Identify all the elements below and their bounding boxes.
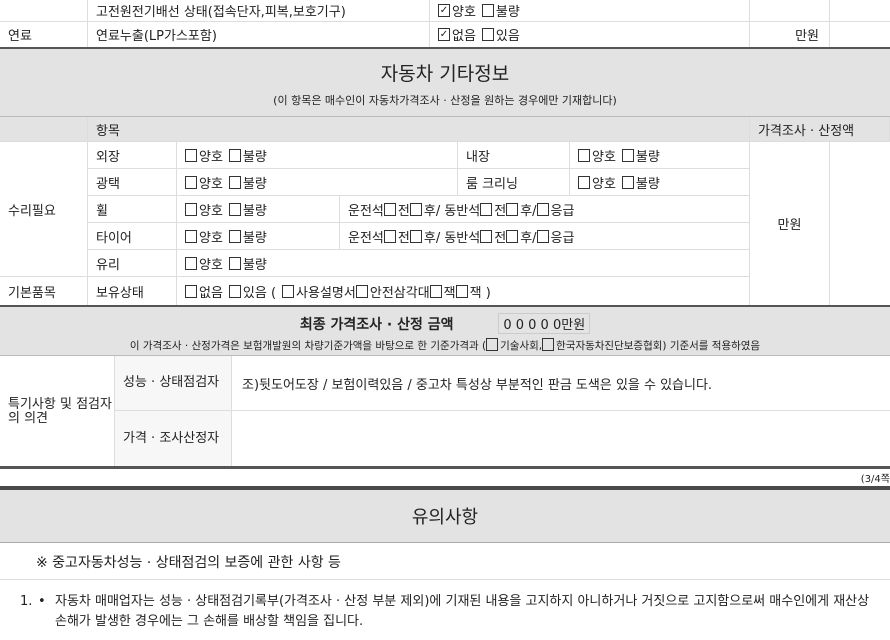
checkbox[interactable] <box>185 202 197 216</box>
label-room-cleaning: 룸 크리닝 <box>458 169 570 195</box>
checkbox[interactable] <box>355 284 368 298</box>
final-title: 최종 가격조사 · 산정 금액 <box>299 317 454 333</box>
label-tire: 타이어 <box>88 223 177 249</box>
label-glass: 유리 <box>88 250 177 276</box>
final-note: 이 가격조사 · 산정가격은 보험개발원의 차량기준가액을 바탕으로 한 기준가… <box>129 340 487 352</box>
header-price: 가격조사 · 산정액 <box>750 117 890 141</box>
table-header: 항목 가격조사 · 산정액 <box>0 117 890 142</box>
row-possession: 보유상태 없음 있음 (사용설명서 안전삼각대 잭 잭 ) <box>88 277 750 305</box>
checkbox[interactable] <box>383 229 396 243</box>
table-row: 연료 연료누출(LP가스포함) ✓ 없음 있음 만원 <box>0 22 890 48</box>
row-tire: 타이어 양호 불량 운전석 전 후/ 동반석 전 후/응급 <box>88 223 750 250</box>
final-amount-field[interactable]: 0 0 0 0 0만원 <box>498 313 591 334</box>
checkbox[interactable] <box>383 202 396 216</box>
final-amount-section: 최종 가격조사 · 산정 금액 0 0 0 0 0만원 이 가격조사 · 산정가… <box>0 307 890 356</box>
checkbox[interactable] <box>409 229 422 243</box>
checkbox-kadia[interactable] <box>542 338 555 351</box>
checkbox[interactable] <box>578 175 590 189</box>
section-header: 자동차 기타정보 (이 항목은 매수인이 자동차가격조사 · 산정을 원하는 경… <box>0 49 890 117</box>
tire-detail: 운전석 전 후/ 동반석 전 후/응급 <box>340 223 750 249</box>
option-group: ✓ 양호 불량 <box>430 0 750 21</box>
row-wheel: 휠 양호 불량 운전석 전 후/ 동반석 전 후/응급 <box>88 196 750 223</box>
checkbox[interactable] <box>429 284 442 298</box>
row-inspector: 성능 · 상태점검자 조)뒷도어도장 / 보험이력있음 / 중고차 특성상 부분… <box>115 356 890 411</box>
label-exterior: 외장 <box>88 142 177 168</box>
checkbox[interactable] <box>228 175 241 189</box>
checkbox[interactable] <box>621 148 634 162</box>
price-unit: 만원 <box>750 22 830 47</box>
notice-title: 유의사항 <box>0 490 890 543</box>
checkbox[interactable] <box>185 148 197 162</box>
section-subtitle: (이 항목은 매수인이 자동차가격조사 · 산정을 원하는 경우에만 기재합니다… <box>273 94 617 107</box>
page-number: (3/4쪽 <box>860 474 890 485</box>
checkbox-have[interactable] <box>481 28 494 41</box>
checkbox[interactable] <box>409 202 422 216</box>
inspector-opinion[interactable]: 조)뒷도어도장 / 보험이력있음 / 중고차 특성상 부분적인 판금 도색은 있… <box>242 377 713 393</box>
table-row: 고전원전기배선 상태(접속단자,피복,보호기구) ✓ 양호 불량 <box>0 0 890 22</box>
remarks-label: 특기사항 및 점검자의 의견 <box>0 356 115 467</box>
checkbox[interactable] <box>621 175 634 189</box>
section-title: 자동차 기타정보 <box>380 63 510 85</box>
inspector-label: 성능 · 상태점검자 <box>115 356 232 410</box>
checkbox[interactable] <box>185 229 197 243</box>
checkbox[interactable] <box>455 284 468 298</box>
basic-items-label: 기본품목 <box>0 277 88 305</box>
checkbox[interactable] <box>185 284 197 298</box>
appraiser-opinion[interactable] <box>232 411 890 467</box>
item-label: 고전원전기배선 상태(접속단자,피복,보호기구) <box>88 0 430 21</box>
option-group: ✓ 없음 있음 <box>430 22 750 47</box>
checkbox[interactable] <box>506 202 519 216</box>
checkbox[interactable] <box>536 229 549 243</box>
checkbox-tech-society[interactable] <box>486 338 499 351</box>
item-label: 연료누출(LP가스포함) <box>88 22 430 47</box>
repair-label: 수리필요 <box>0 142 88 277</box>
checkbox[interactable] <box>506 229 519 243</box>
checkbox-good[interactable]: ✓ <box>438 4 450 17</box>
checkbox[interactable] <box>228 148 241 162</box>
checkbox[interactable] <box>228 284 241 298</box>
checkbox-bad[interactable] <box>481 4 494 17</box>
checkbox[interactable] <box>228 256 241 270</box>
row-gloss: 광택 양호 불량 룸 크리닝 양호 불량 <box>88 169 750 196</box>
checkbox[interactable] <box>536 202 549 216</box>
label-possession: 보유상태 <box>88 277 177 305</box>
appraiser-label: 가격 · 조사산정자 <box>115 411 232 467</box>
checkbox-none[interactable]: ✓ <box>438 28 450 41</box>
checkbox[interactable] <box>228 202 241 216</box>
label-interior: 내장 <box>458 142 570 168</box>
row-appraiser: 가격 · 조사산정자 <box>115 411 890 467</box>
checkbox[interactable] <box>480 229 493 243</box>
wheel-detail: 운전석 전 후/ 동반석 전 후/응급 <box>340 196 750 222</box>
header-item: 항목 <box>88 117 750 141</box>
checkbox[interactable] <box>228 229 241 243</box>
checkbox[interactable] <box>282 284 295 298</box>
row-glass: 유리 양호 불량 <box>88 250 750 277</box>
price-unit: 만원 <box>750 142 830 305</box>
notice-item: 1. • 자동차 매매업자는 성능 · 상태점검기록부(가격조사 · 산정 부분 … <box>20 594 870 629</box>
checkbox[interactable] <box>185 256 197 270</box>
label-gloss: 광택 <box>88 169 177 195</box>
category-label: 연료 <box>0 22 88 47</box>
checkbox[interactable] <box>578 148 590 162</box>
label-wheel: 휠 <box>88 196 177 222</box>
checkbox[interactable] <box>185 175 197 189</box>
checkbox[interactable] <box>480 202 493 216</box>
row-exterior: 외장 양호 불량 내장 양호 불량 <box>88 142 750 169</box>
notice-subtitle: ※ 중고자동차성능 · 상태점검의 보증에 관한 사항 등 <box>0 543 890 580</box>
